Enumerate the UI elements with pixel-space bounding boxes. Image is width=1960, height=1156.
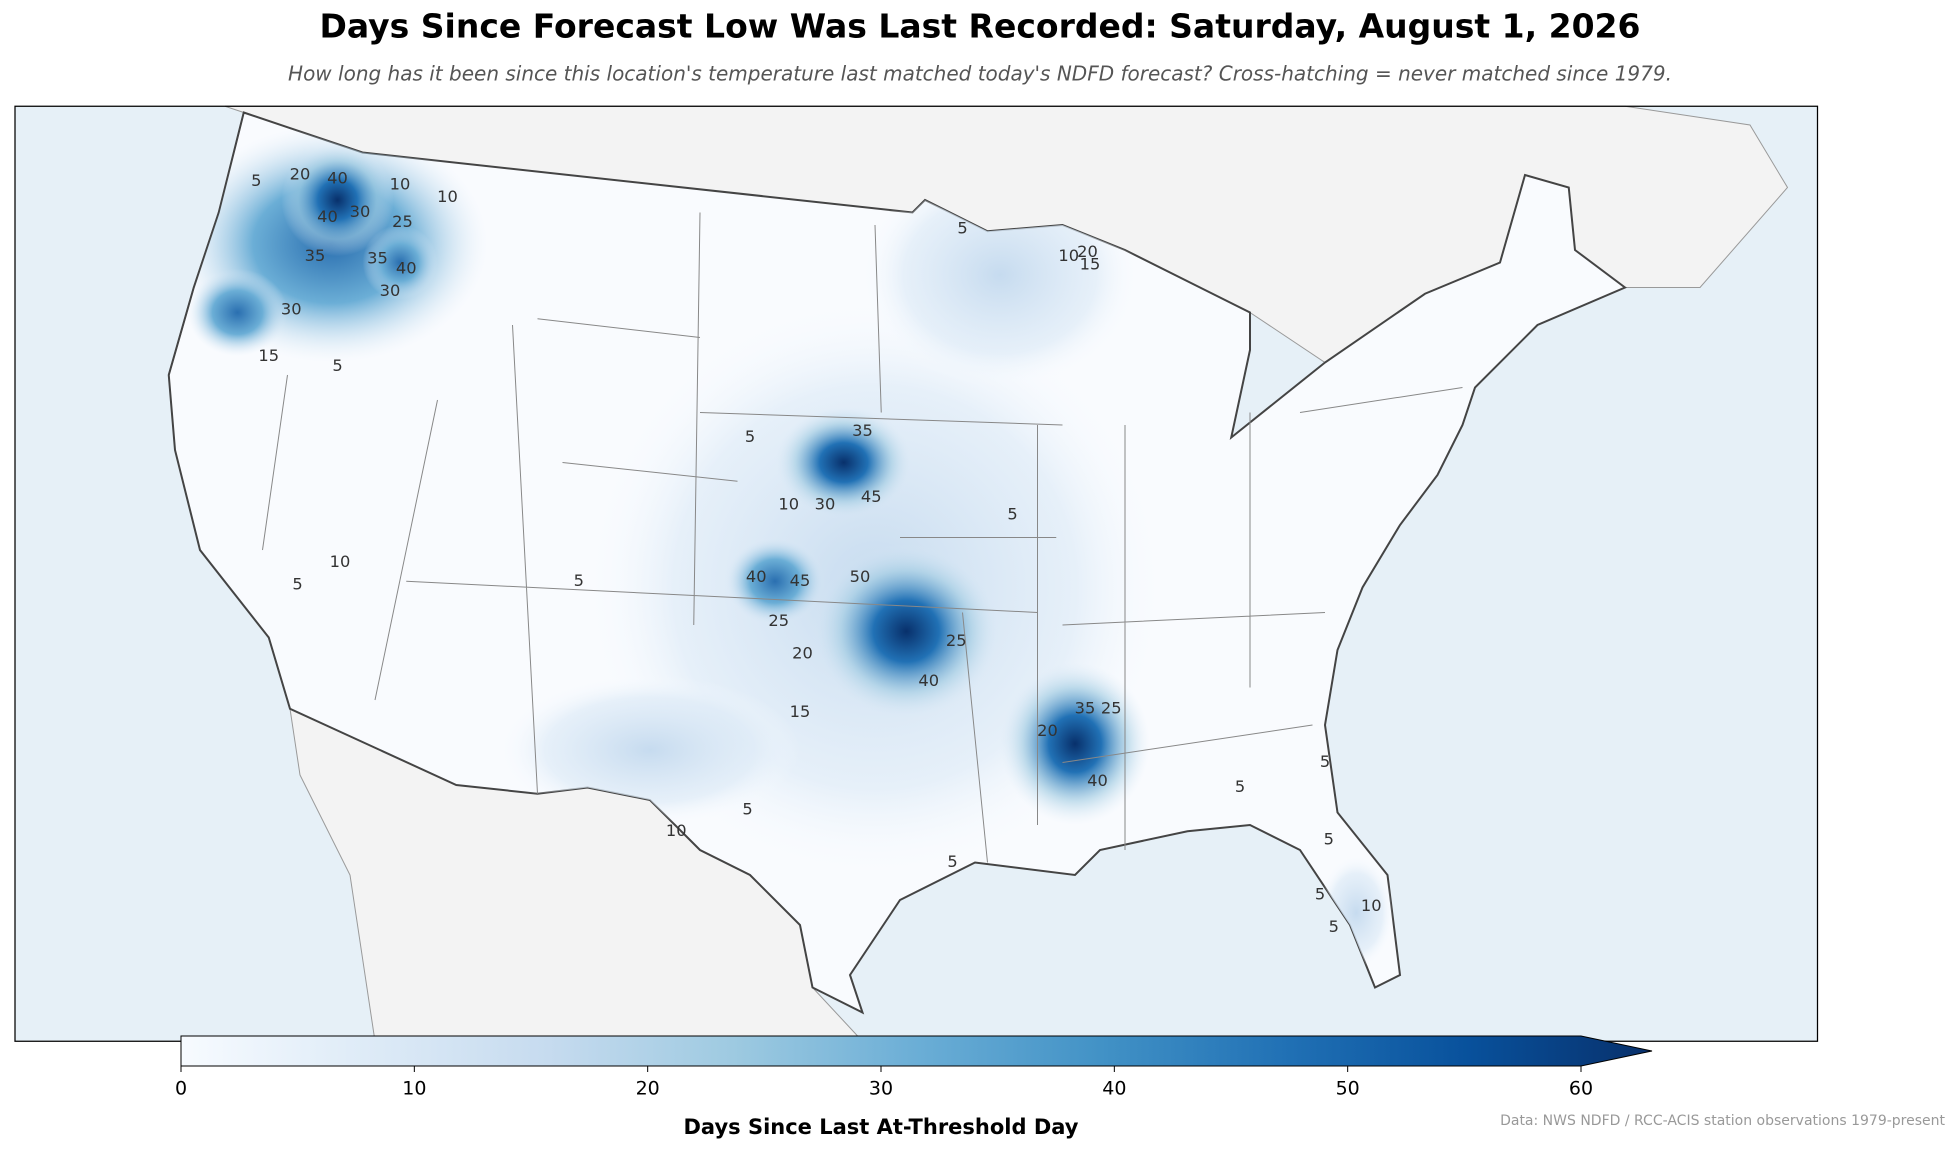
contour-label: 50 <box>850 567 871 586</box>
colorbar-tick-label: 0 <box>175 1078 187 1100</box>
contour-label: 20 <box>290 165 311 184</box>
contour-label: 5 <box>1320 752 1330 771</box>
contour-label: 40 <box>317 207 338 226</box>
contour-label: 5 <box>947 852 957 871</box>
contour-label: 25 <box>768 611 789 630</box>
contour-label: 10 <box>666 821 687 840</box>
contour-label: 20 <box>792 643 813 662</box>
contour-label: 35 <box>852 421 873 440</box>
contour-label: 5 <box>745 427 755 446</box>
contour-label: 5 <box>574 571 584 590</box>
contour-label: 35 <box>367 248 388 267</box>
contour-label: 30 <box>815 495 836 514</box>
contour-label: 5 <box>332 356 342 375</box>
contour-label: 45 <box>861 487 882 506</box>
contour-label: 40 <box>327 168 348 187</box>
contour-label: 10 <box>1058 246 1079 265</box>
contour-label: 10 <box>778 495 799 514</box>
colorbar-tick-label: 20 <box>636 1078 660 1100</box>
contour-label: 30 <box>281 300 302 319</box>
contour-label: 15 <box>258 346 279 365</box>
contour-label: 30 <box>380 281 401 300</box>
contour-label: 40 <box>1087 771 1108 790</box>
contour-label: 25 <box>1101 698 1122 717</box>
contour-label: 45 <box>790 571 811 590</box>
contour-label: 5 <box>1324 830 1334 849</box>
contour-label: 20 <box>1077 242 1098 261</box>
title: Days Since Forecast Low Was Last Recorde… <box>320 7 1641 46</box>
contour-label: 5 <box>742 800 752 819</box>
contour-label: 5 <box>1315 885 1325 904</box>
contour-label: 5 <box>1235 777 1245 796</box>
contour-label: 5 <box>1007 505 1017 524</box>
colorbar-tick-label: 40 <box>1102 1078 1126 1100</box>
contour-label: 40 <box>396 258 417 277</box>
contour-label: 25 <box>946 631 967 650</box>
colorbar-tick-label: 50 <box>1336 1078 1360 1100</box>
colorbar-tick-label: 30 <box>869 1078 893 1100</box>
shading <box>175 125 1394 969</box>
contour-label: 40 <box>918 671 939 690</box>
source-note: Data: NWS NDFD / RCC-ACIS station observ… <box>1500 1113 1945 1129</box>
contour-label: 15 <box>790 702 811 721</box>
contour-label: 10 <box>437 187 458 206</box>
contour-label: 30 <box>350 202 371 221</box>
contour-label: 25 <box>392 212 413 231</box>
contour-label: 5 <box>1329 917 1339 936</box>
colorbar: 0 10 20 30 40 50 60 <box>175 1035 1653 1100</box>
contour-label: 20 <box>1037 721 1058 740</box>
contour-label: 5 <box>957 218 967 237</box>
contour-label: 15 <box>1080 255 1101 274</box>
colorbar-tick-label: 10 <box>402 1078 426 1100</box>
subtitle: How long has it been since this location… <box>288 62 1672 86</box>
state-lines <box>262 212 1463 863</box>
contour-label: 40 <box>746 567 767 586</box>
contour-label: 10 <box>390 175 411 194</box>
contour-label: 35 <box>305 246 326 265</box>
colorbar-label: Days Since Last At-Threshold Day <box>684 1115 1079 1139</box>
contour-label: 35 <box>1075 698 1096 717</box>
contour-label: 10 <box>1361 896 1382 915</box>
contour-label: 5 <box>292 575 302 594</box>
colorbar-tick-label: 60 <box>1569 1078 1593 1100</box>
colorbar-scale <box>180 1035 1653 1067</box>
contour-label: 5 <box>251 171 261 190</box>
contour-label: 10 <box>330 552 351 571</box>
